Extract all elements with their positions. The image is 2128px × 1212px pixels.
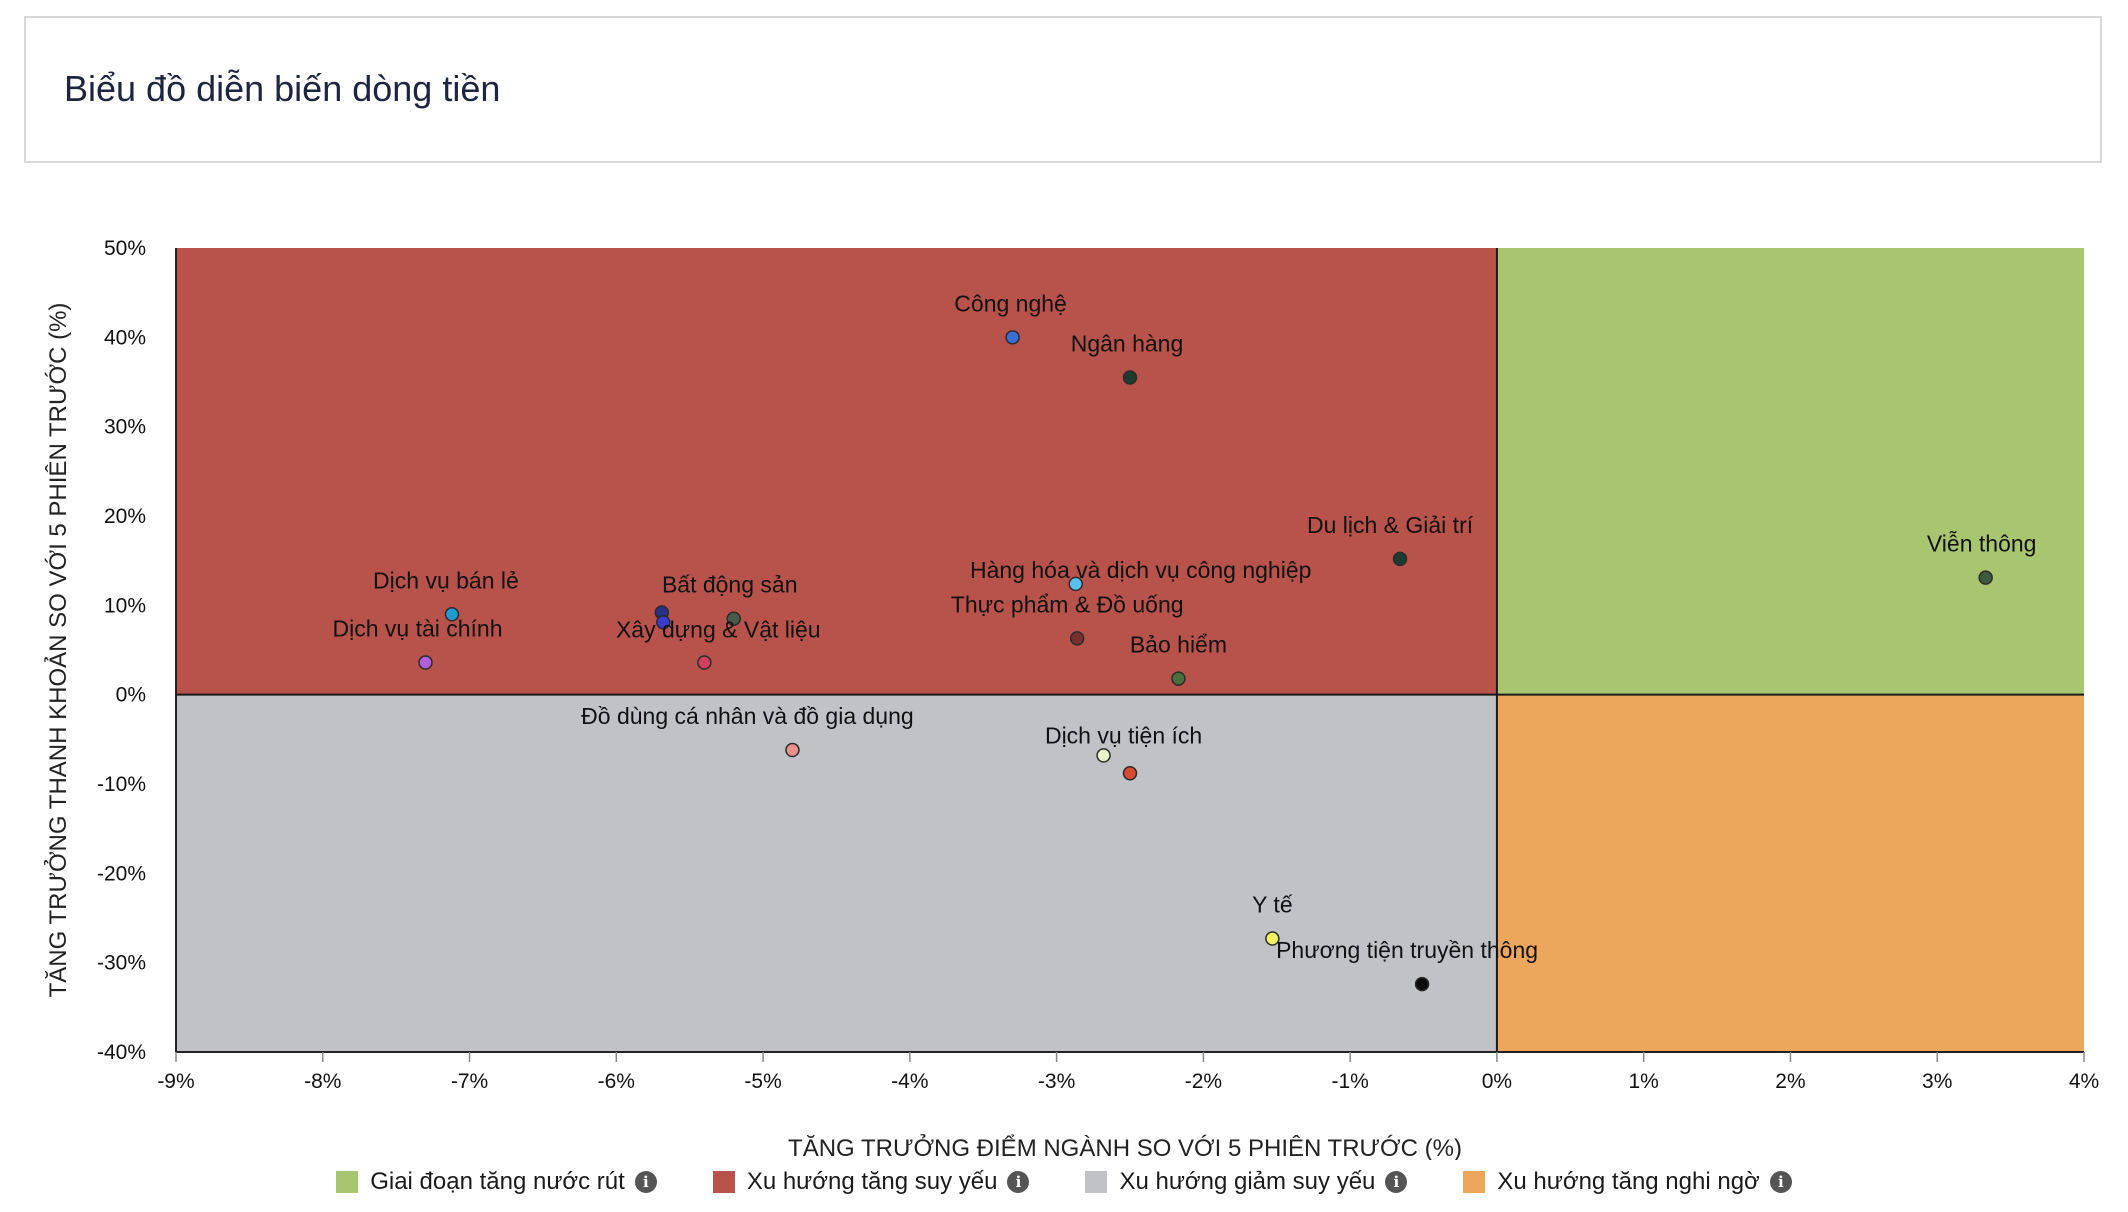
quadrant-2 <box>176 694 1497 1052</box>
data-point <box>656 615 671 630</box>
y-tick-label: 30% <box>104 416 146 439</box>
legend: Giai đoạn tăng nước rút i Xu hướng tăng … <box>0 1168 2128 1196</box>
data-point <box>418 655 433 670</box>
data-point <box>1122 766 1138 781</box>
x-tick-label: -5% <box>744 1070 781 1093</box>
x-axis-title: TĂNG TRƯỞNG ĐIỂM NGÀNH SO VỚI 5 PHIÊN TR… <box>788 1133 1462 1160</box>
x-tick-label: 3% <box>1922 1070 1952 1093</box>
data-label: Dịch vụ tiện ích <box>1045 722 1202 748</box>
data-point <box>785 742 800 758</box>
x-tick-label: -2% <box>1185 1070 1222 1093</box>
data-label: Phương tiện truyền thông <box>1276 937 1538 963</box>
data-point <box>1096 748 1111 763</box>
data-point <box>1005 330 1020 345</box>
quadrant-1 <box>176 248 1497 695</box>
data-point <box>1392 551 1408 567</box>
legend-item-3[interactable]: Xu hướng tăng nghi ngờ i <box>1463 1168 1792 1196</box>
y-tick-label: 40% <box>104 326 146 349</box>
x-tick-label: -3% <box>1038 1070 1075 1093</box>
x-tick-label: -1% <box>1331 1070 1368 1093</box>
data-point <box>1265 931 1280 946</box>
legend-swatch <box>1463 1171 1486 1193</box>
x-tick-label: -8% <box>304 1070 341 1093</box>
data-label: Hàng hóa và dịch vụ công nghiệp <box>970 557 1311 583</box>
x-tick-label: -6% <box>598 1070 635 1093</box>
data-point <box>697 655 712 670</box>
info-icon[interactable]: i <box>1385 1171 1408 1193</box>
x-tick-label: -7% <box>451 1070 488 1093</box>
data-point <box>1171 671 1186 686</box>
legend-item-1[interactable]: Xu hướng tăng suy yếu i <box>712 1168 1030 1196</box>
data-point <box>444 607 460 622</box>
x-tick-label: 4% <box>2069 1070 2099 1093</box>
legend-label: Xu hướng tăng nghi ngờ <box>1497 1168 1760 1195</box>
y-tick-label: 10% <box>104 594 146 617</box>
y-tick-label: -30% <box>97 952 146 975</box>
data-point <box>1122 370 1138 385</box>
y-tick-label: -40% <box>97 1041 146 1064</box>
data-point <box>726 611 741 626</box>
data-label: Bảo hiểm <box>1130 632 1227 658</box>
data-point <box>1414 976 1430 992</box>
legend-swatch <box>1085 1171 1108 1193</box>
data-label: Ngân hàng <box>1071 331 1184 357</box>
legend-label: Giai đoạn tăng nước rút <box>370 1168 625 1195</box>
data-label: Công nghệ <box>954 290 1067 316</box>
data-point <box>1978 570 1993 585</box>
y-tick-label: -20% <box>97 862 146 885</box>
scatter-chart: -9% -8% -7% -6% -5% -4% -3% -2% -1% 0% 1% 2% 3% 4% -40… <box>43 237 2099 1162</box>
data-point <box>1069 631 1085 646</box>
y-tick-label: 50% <box>104 237 146 260</box>
info-icon[interactable]: i <box>1007 1171 1030 1193</box>
legend-item-2[interactable]: Xu hướng giảm suy yếu i <box>1085 1168 1408 1196</box>
y-axis-title: TĂNG TRƯỞNG THANH KHOẢN SO VỚI 5 PHIÊN T… <box>43 303 72 998</box>
data-label: Thực phẩm & Đồ uống <box>951 591 1184 617</box>
page-title: Biểu đồ diễn biến dòng tiền <box>64 68 501 109</box>
info-icon[interactable]: i <box>1769 1171 1792 1193</box>
quadrant-3 <box>1496 694 2084 1052</box>
x-tick-label: -9% <box>157 1070 194 1093</box>
legend-label: Xu hướng giảm suy yếu <box>1119 1168 1376 1195</box>
x-tick-label: 2% <box>1775 1070 1805 1093</box>
y-tick-label: 20% <box>104 505 146 528</box>
x-tick-label: 0% <box>1482 1070 1512 1093</box>
y-tick-label: 0% <box>116 684 146 707</box>
info-icon[interactable]: i <box>634 1171 657 1193</box>
data-label: Dịch vụ bán lẻ <box>373 567 519 593</box>
data-label: Đồ dùng cá nhân và đồ gia dụng <box>581 703 914 729</box>
data-label: Dịch vụ tài chính <box>332 616 502 642</box>
legend-item-0[interactable]: Giai đoạn tăng nước rút i <box>336 1168 657 1196</box>
data-label: Y tế <box>1252 892 1293 918</box>
y-tick-label: -10% <box>97 773 146 796</box>
data-label: Xây dựng & Vật liệu <box>616 616 821 642</box>
data-point <box>1068 576 1083 592</box>
data-label: Du lịch & Giải trí <box>1307 512 1474 538</box>
chart-container: -9% -8% -7% -6% -5% -4% -3% -2% -1% 0% 1% 2% 3% 4% -40… <box>0 200 2128 1212</box>
legend-label: Xu hướng tăng suy yếu <box>746 1168 998 1195</box>
data-label: Viễn thông <box>1927 531 2037 557</box>
quadrant-0 <box>1496 248 2084 695</box>
x-tick-label: 1% <box>1629 1070 1659 1093</box>
legend-swatch <box>712 1171 735 1193</box>
x-tick-label: -4% <box>891 1070 928 1093</box>
header-panel: Biểu đồ diễn biến dòng tiền <box>24 16 2102 163</box>
legend-swatch <box>336 1171 359 1193</box>
data-label: Bất động sản <box>662 572 798 598</box>
